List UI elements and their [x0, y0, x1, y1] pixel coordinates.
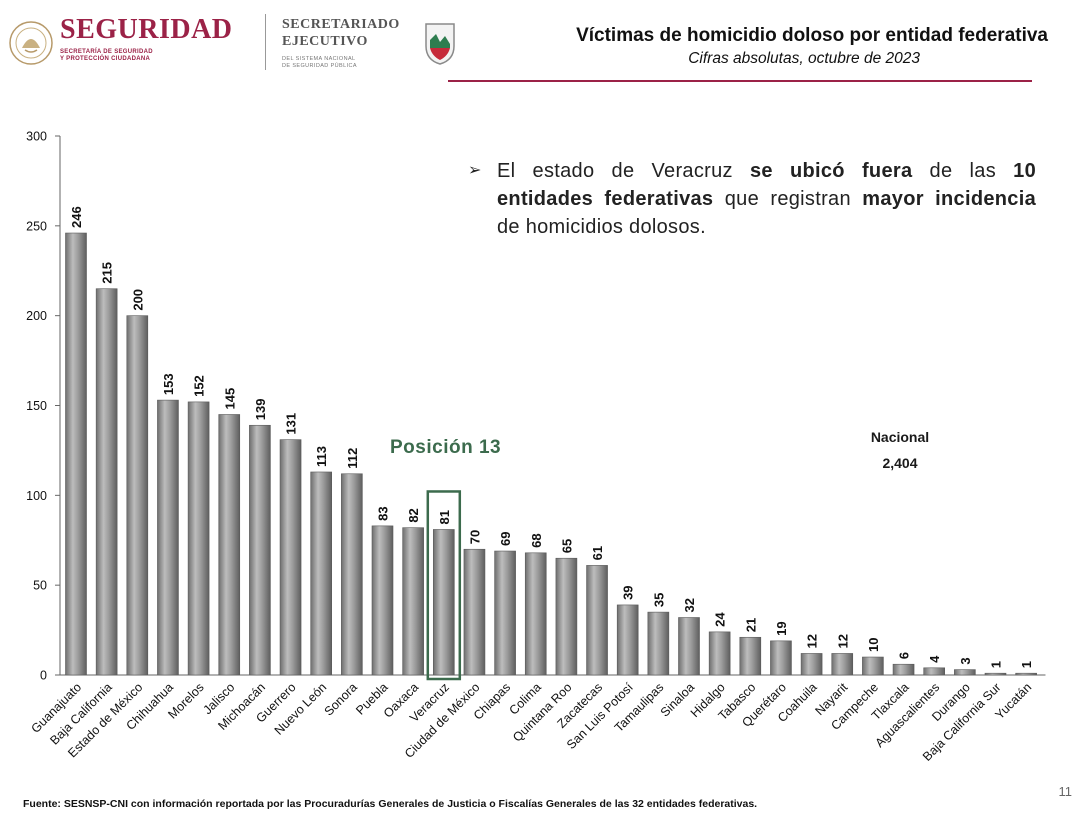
chart-subtitle: Cifras absolutas, octubre de 2023 — [688, 50, 920, 67]
bar-value-label: 68 — [529, 533, 544, 547]
secretariado-title: SECRETARIADO EJECUTIVO — [282, 17, 400, 49]
bar — [187, 401, 210, 676]
header-rule — [448, 80, 1032, 82]
bar-value-label: 82 — [406, 508, 421, 522]
bar — [402, 527, 424, 676]
bar — [157, 399, 179, 676]
y-tick-label: 50 — [33, 579, 47, 593]
bar-value-label: 3 — [958, 657, 973, 664]
bar-value-label: 24 — [713, 612, 728, 627]
header: SEGURIDAD SECRETARÍA DE SEGURIDAD Y PROT… — [0, 0, 1080, 86]
bar-value-label: 69 — [498, 532, 513, 546]
category-label: Sonora — [322, 680, 360, 718]
bar-value-label: 21 — [743, 618, 758, 632]
page-number: 11 — [1058, 784, 1073, 799]
bar — [862, 656, 884, 676]
bar — [249, 424, 271, 676]
bar — [310, 471, 333, 676]
brand-title: SEGURIDAD — [60, 14, 233, 45]
y-tick-label: 100 — [26, 489, 47, 503]
bar-value-label: 6 — [897, 652, 912, 659]
bar-value-label: 152 — [192, 375, 207, 397]
bar — [892, 663, 915, 676]
bar — [647, 611, 670, 676]
bar-value-label: 139 — [253, 399, 268, 421]
bar — [1015, 672, 1037, 676]
bar — [494, 550, 516, 676]
bar-value-label: 35 — [651, 593, 666, 607]
annotation-text: El estado de Veracruz se ubicó fuera de … — [497, 160, 1037, 238]
bar-value-label: 12 — [805, 634, 820, 648]
bar — [524, 552, 547, 676]
highlight-box — [426, 490, 462, 681]
bar-value-label: 4 — [927, 655, 942, 663]
bar-value-label: 19 — [774, 621, 789, 635]
bar — [831, 653, 854, 676]
nacional-value: 2,404 — [882, 455, 918, 471]
bar-value-label: 112 — [345, 448, 360, 469]
bar-value-label: 153 — [161, 373, 176, 395]
source-footnote: Fuente: SESNSP-CNI con información repor… — [23, 798, 758, 810]
secretariado-subtitle: DEL SISTEMA NACIONAL DE SEGURIDAD PÚBLIC… — [282, 56, 357, 69]
bar — [616, 604, 639, 676]
header-divider — [265, 14, 266, 70]
bar-value-label: 12 — [835, 634, 850, 648]
bar — [279, 439, 302, 676]
bar-value-label: 10 — [866, 638, 881, 652]
bar-value-label: 1 — [1019, 661, 1034, 668]
bar-value-label: 131 — [284, 413, 299, 435]
y-tick-label: 0 — [40, 669, 47, 683]
bar-value-label: 215 — [100, 262, 115, 284]
bar — [739, 636, 762, 676]
bar — [586, 565, 608, 676]
bar-value-label: 81 — [437, 510, 452, 524]
bar — [432, 529, 455, 676]
bar-value-label: 113 — [314, 446, 329, 467]
bar — [341, 473, 363, 676]
bar-value-label: 83 — [376, 506, 391, 520]
bar — [95, 288, 118, 676]
arrow-bullet-icon: ➢ — [468, 162, 482, 179]
bar-value-label: 200 — [130, 289, 145, 311]
national-emblem-icon — [9, 21, 53, 65]
sesnsp-shield-icon — [425, 23, 455, 65]
bar-value-label: 1 — [989, 661, 1004, 668]
bar — [984, 672, 1007, 676]
bar-value-label: 65 — [559, 539, 574, 553]
bar-value-label: 61 — [590, 546, 605, 560]
bar — [923, 667, 946, 676]
bar-value-label: 145 — [222, 388, 237, 410]
position-label: Posición 13 — [390, 437, 502, 458]
nacional-label: Nacional — [870, 429, 930, 445]
bar — [218, 414, 241, 676]
bar — [463, 548, 486, 676]
bar — [770, 640, 792, 676]
bar — [371, 525, 394, 676]
brand-subtitle: SECRETARÍA DE SEGURIDAD Y PROTECCIÓN CIU… — [60, 49, 153, 62]
y-tick-label: 250 — [26, 219, 47, 233]
bar-value-label: 70 — [467, 530, 482, 544]
bar — [65, 232, 87, 676]
bar — [954, 669, 976, 676]
y-tick-label: 300 — [26, 130, 47, 144]
bar — [800, 653, 823, 676]
bar-value-label: 32 — [682, 598, 697, 612]
bar-value-label: 39 — [621, 585, 636, 599]
bar — [555, 557, 578, 676]
bar — [126, 315, 149, 676]
chart-title: Víctimas de homicidio doloso por entidad… — [576, 25, 1048, 46]
y-tick-label: 150 — [26, 399, 47, 413]
veracruz-annotation: ➢ El estado de Veracruz se ubicó fuera d… — [468, 157, 1037, 241]
bar — [708, 631, 731, 676]
y-tick-label: 200 — [26, 309, 47, 323]
bar-value-label: 246 — [69, 206, 84, 228]
bar — [678, 617, 700, 676]
